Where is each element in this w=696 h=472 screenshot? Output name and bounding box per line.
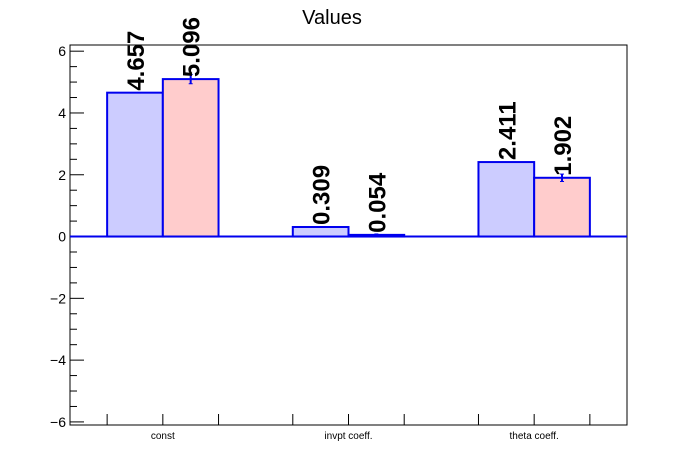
y-tick-label: 2 bbox=[58, 167, 66, 183]
y-tick-label: −4 bbox=[50, 352, 66, 368]
data-label: 1.902 bbox=[550, 116, 577, 176]
data-label: 4.657 bbox=[123, 31, 150, 91]
x-category-label: theta coeff. bbox=[510, 431, 559, 442]
y-tick-label: −2 bbox=[50, 290, 66, 306]
data-label: 0.054 bbox=[364, 172, 391, 233]
labels-layer: 4.657 0.309 2.411 5.096 0.054 1.902 bbox=[70, 17, 627, 238]
bar-series1 bbox=[291, 225, 350, 238]
axes-layer: −6 −4 −2 0 2 4 6 const invpt coeff. theta coeff. bbox=[50, 43, 591, 442]
chart-title: Values bbox=[302, 7, 362, 29]
bar-series1 bbox=[106, 91, 164, 238]
data-label: 0.309 bbox=[309, 165, 336, 225]
bar-series2 bbox=[161, 78, 220, 238]
y-tick-label: 6 bbox=[58, 43, 66, 59]
data-label: 2.411 bbox=[494, 101, 521, 160]
data-label: 5.096 bbox=[179, 17, 206, 77]
x-category-label: const bbox=[151, 431, 175, 442]
y-tick-label: 0 bbox=[58, 229, 66, 245]
y-tick-label: −6 bbox=[50, 414, 66, 430]
bar-series1 bbox=[477, 161, 536, 238]
bar-series2 bbox=[533, 176, 591, 238]
x-category-label: invpt coeff. bbox=[324, 431, 372, 442]
y-tick-label: 4 bbox=[58, 105, 66, 121]
